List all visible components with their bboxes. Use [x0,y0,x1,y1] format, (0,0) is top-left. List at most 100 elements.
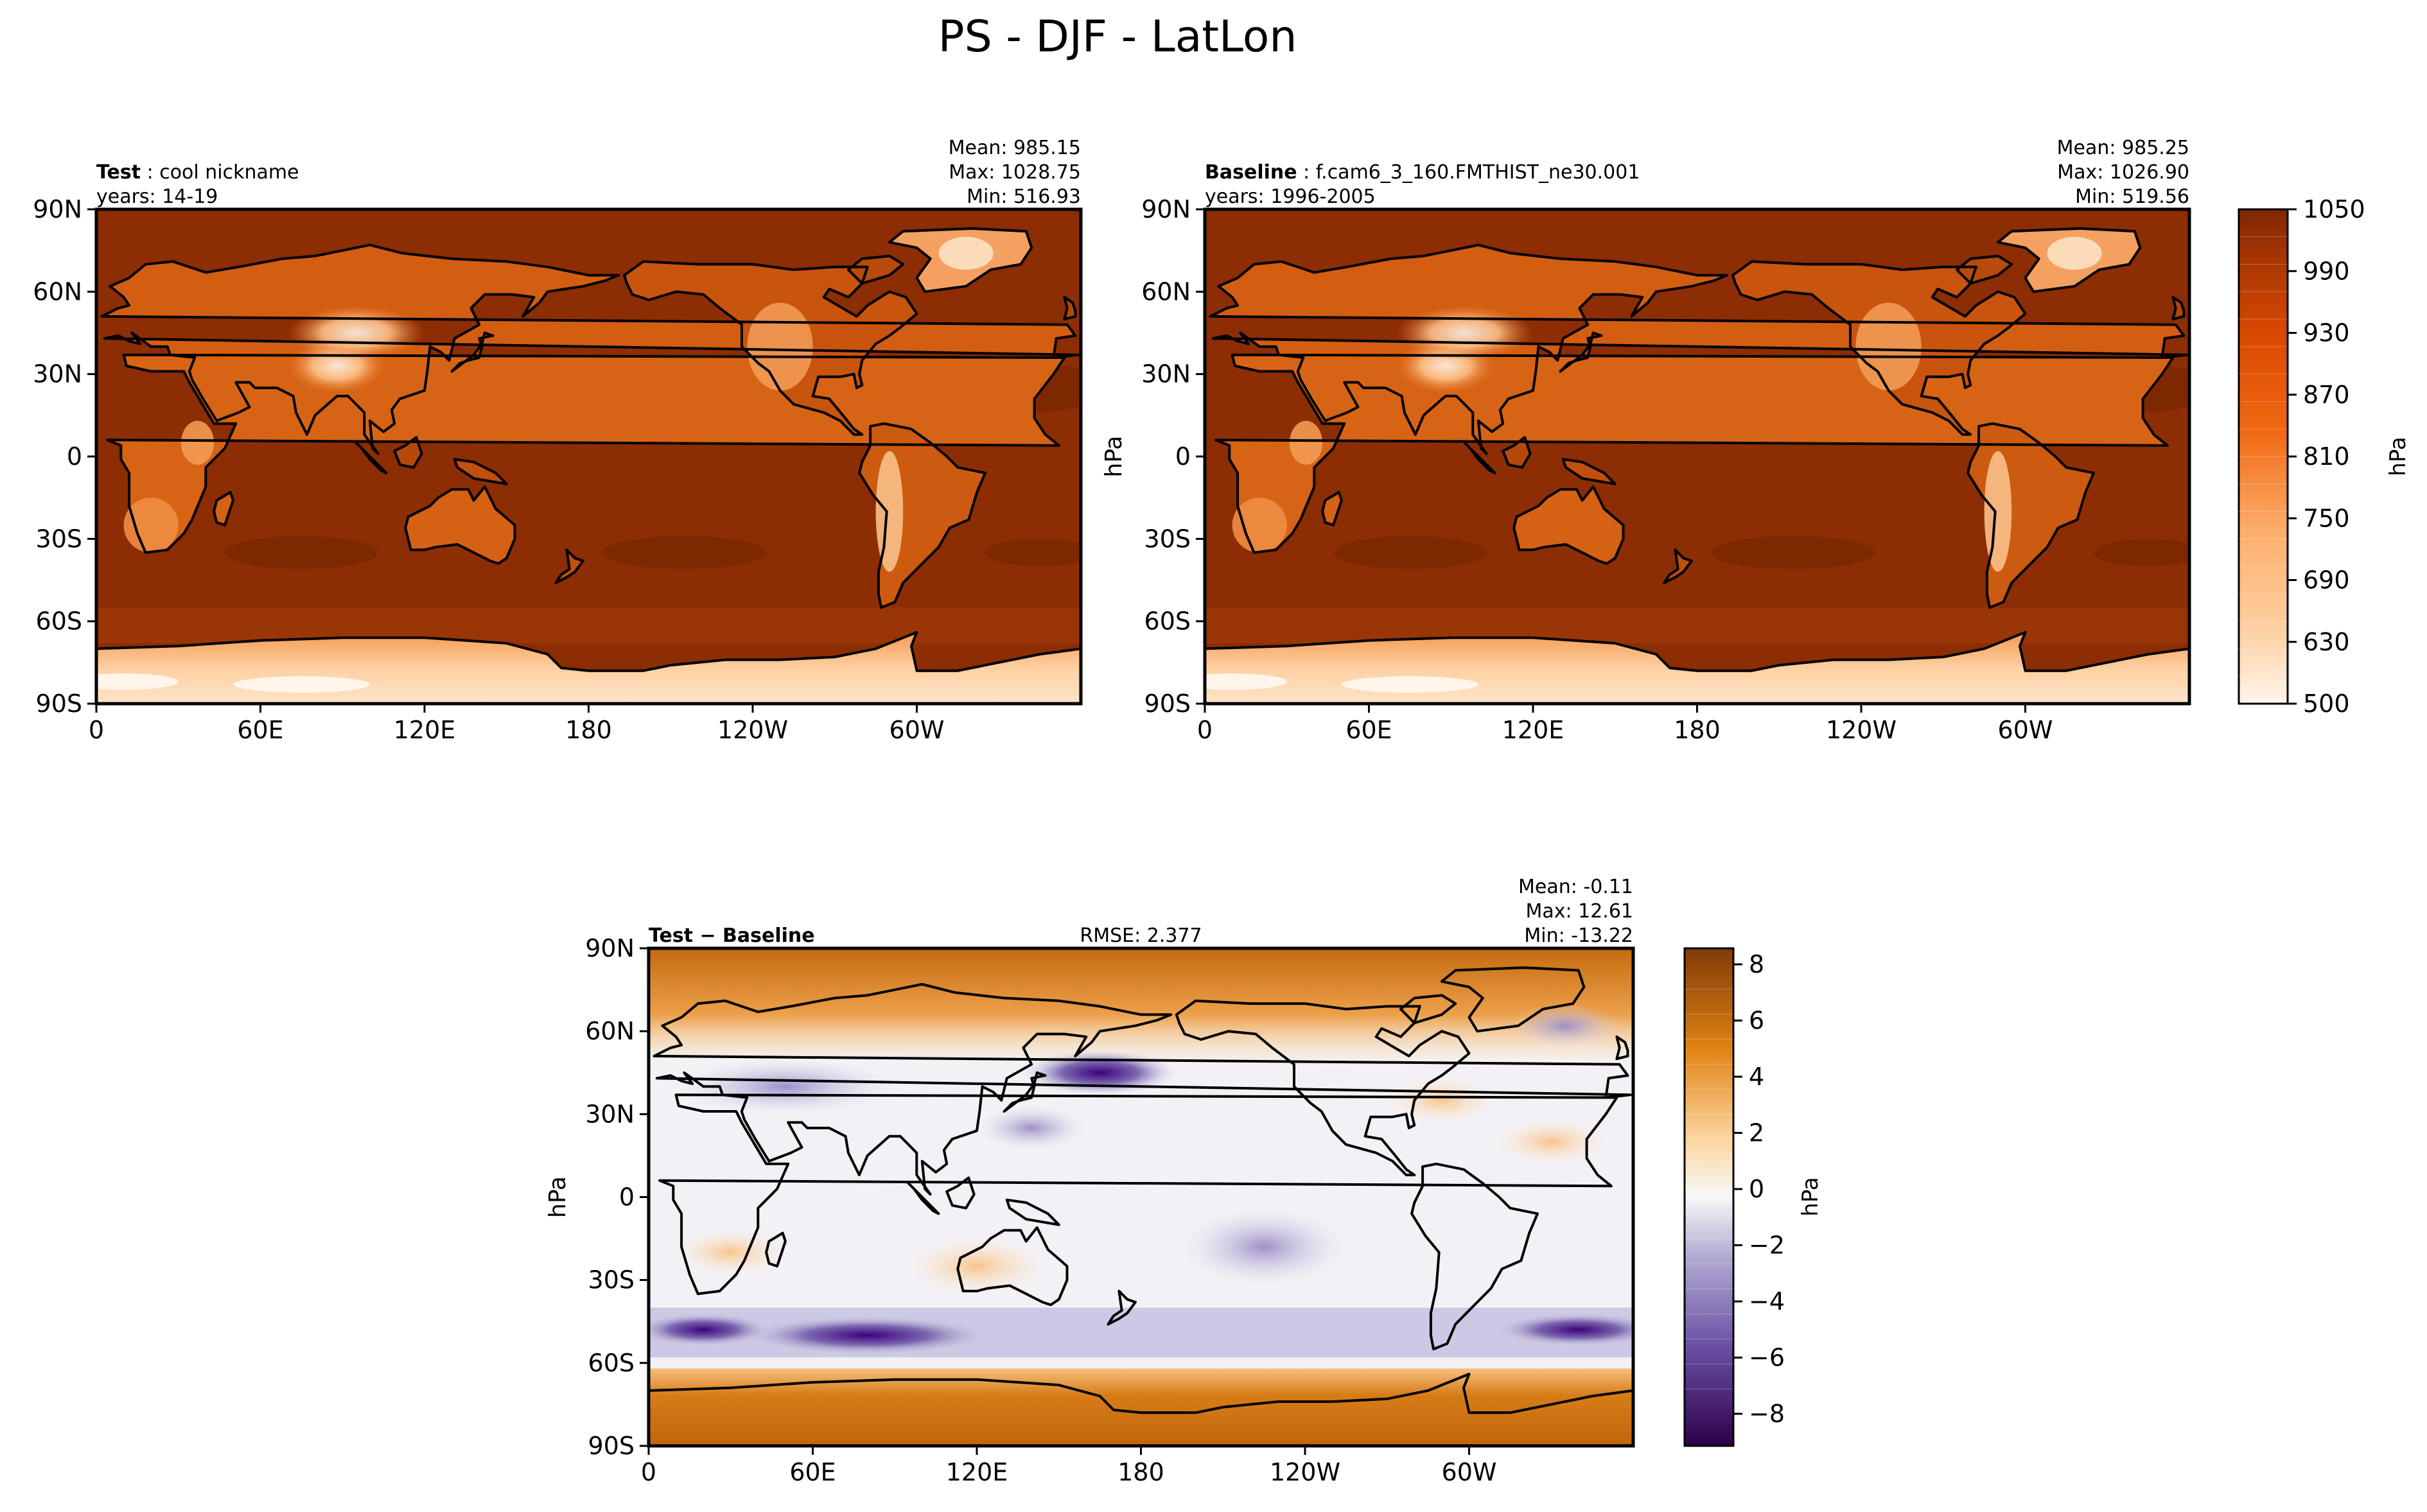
uk-coastline [1615,1035,1629,1061]
y-tick-label: 30S [588,1266,635,1294]
northamerica-coastline [622,260,918,436]
japan-coastline [450,331,495,373]
anomaly-blob [1496,1313,1633,1346]
newguinea-coastline [453,458,508,485]
y-tick-label: 30S [1144,525,1191,553]
colorbar-tick-label: 630 [2303,628,2350,656]
greenland-coastline [888,227,1033,293]
newzealand-coastline [1107,1289,1137,1326]
eurasia-coastline [653,983,1632,1196]
x-tick-label: 60W [1442,1458,1497,1486]
y-tick-label: 30N [585,1100,635,1128]
australia-coastline [1512,485,1625,565]
colorbar-tick-label: 2 [1749,1119,1764,1147]
x-tick-label: 120E [1502,716,1564,744]
difference-panel: 0 60E 120E 180 120W 60W 90N 60N 30N 0 30S 60S 90S Mea… [545,876,1635,1486]
colorbar-tick-label: 4 [1749,1063,1764,1091]
colorbar-tick-label: 8 [1749,950,1764,978]
antarctica-coastline [1205,630,2189,704]
max-stat: Max: 12.61 [1525,900,1633,923]
antarctic-plateau [1205,673,1287,690]
max-stat: Max: 1026.90 [2057,161,2189,184]
absolute-colorbar: hPa 1050 990 930 870 810 750 690 630 500 [2238,195,2411,718]
antarctic-plateau [96,673,179,690]
australia-land [1514,487,1624,564]
colorbar-tick-label: 990 [2303,257,2350,285]
baffin-coastline [847,254,905,285]
x-tick-label: 60E [789,1458,836,1486]
borneo-coastline [1502,436,1532,469]
newguinea-coastline [1561,458,1617,485]
min-stat: Min: 519.56 [2075,186,2189,208]
panel-label-bold: Baseline [1205,161,1297,184]
highland-blob [747,302,813,391]
mean-stat: Mean: 985.15 [949,137,1081,159]
map-body [1205,209,2189,704]
antarctica-coastline [649,1373,1633,1446]
figure-title: PS - DJF - LatLon [938,12,1297,62]
y-tick-label: 90S [588,1432,635,1460]
x-tick-label: 120W [1270,1458,1340,1486]
y-tick-label: 60N [1141,277,1191,306]
sumatra-coastline [1463,441,1496,474]
x-tick-label: 120E [946,1458,1008,1486]
x-tick-label: 120W [1826,716,1897,744]
northamerica-coastline [1731,260,2027,436]
anomaly-blob [676,1059,895,1115]
x-tick-label: 60W [1998,716,2053,744]
y-tick-label: 90N [1141,195,1191,223]
newzealand-coastline [1663,548,1693,584]
test-panel: 0 60E 120E 180 120W 60W 90N 60N 30N 0 30S 60S 90S Mea… [33,137,1083,744]
panel-case-name: : cool nickname [141,161,299,184]
y-axis-label: hPa [545,1176,571,1218]
min-stat: Min: -13.22 [1524,925,1633,947]
australia-coastline [956,1226,1069,1307]
australia-land [405,487,515,564]
southamerica-coastline [858,422,986,609]
high-pressure-blob [985,539,1081,567]
anomaly-blob [1023,1050,1177,1095]
difference-colorbar: hPa 8 6 4 2 0 −2 −4 −6 −8 [1683,947,1823,1447]
y-tick-label: 60S [588,1349,635,1377]
highland-blob [1855,302,1922,391]
colorbar-tick-label: 500 [2303,690,2350,718]
sumatra-coastline [907,1182,940,1215]
madagascar-coastline [765,1231,787,1268]
y-tick-label: 90S [1144,690,1191,718]
borneo-land [394,437,422,468]
x-tick-label: 180 [1117,1458,1164,1486]
high-pressure-blob [1710,536,1875,569]
colorbar-tick-label: −2 [1749,1231,1785,1260]
eurasia-coastline [1209,243,2188,455]
panel-label: Test : cool nickname [96,161,299,184]
x-tick-label: 0 [641,1458,656,1486]
panel-label-bold: Test − Baseline [649,925,815,947]
difference-colorbar-fill [1683,947,1735,1447]
y-tick-label: 0 [67,442,82,471]
y-tick-label: 30N [1141,360,1191,388]
southern-ocean-band [96,607,1081,643]
colorbar-tick-label: −6 [1749,1344,1785,1372]
x-tick-label: 180 [1674,716,1721,744]
newguinea-land [454,459,507,484]
max-stat: Max: 1028.75 [949,161,1081,184]
anomaly-blob [1510,1004,1620,1048]
y-tick-label: 30S [36,525,82,553]
newzealand-coastline [554,548,584,584]
newguinea-land [1563,459,1615,484]
map-body [649,948,1633,1446]
anomaly-blob [744,1316,991,1355]
y-axis-label: hPa [1101,436,1127,478]
antarctic-plateau [1341,676,1478,693]
uk-land [1064,297,1076,320]
antarctic-positive-band [649,1368,1633,1446]
highland-blob [1984,451,2012,572]
baffin-coastline [1956,254,2013,285]
x-tick-label: 60E [1345,716,1392,744]
africa-coastline [106,353,1066,554]
absolute-colorbar-label: hPa [2385,437,2411,476]
baffin-land [848,256,904,284]
eurasia-land [1210,245,2187,454]
colorbar-tick-label: 6 [1749,1007,1764,1035]
highland-blob [2047,236,2102,270]
